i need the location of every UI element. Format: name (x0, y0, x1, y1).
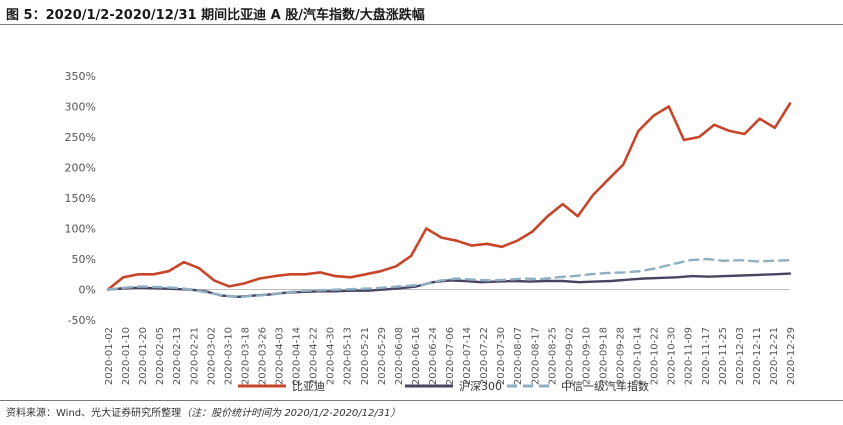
x-tick-label: 2020-10-14 (633, 327, 644, 385)
y-tick-label: 0% (79, 284, 96, 297)
legend-label-2: 沪深300 (459, 379, 502, 393)
x-tick-label: 2020-09-28 (616, 327, 627, 385)
y-tick-label: 200% (65, 162, 96, 175)
x-tick-label: 2020-04-14 (292, 327, 303, 385)
series-layer (106, 102, 792, 298)
x-tick-label: 2020-09-18 (598, 327, 609, 385)
x-tick-label: 2020-04-22 (309, 327, 320, 385)
x-tick-label: 2020-01-02 (104, 327, 115, 385)
x-tick-label: 2020-12-29 (786, 327, 797, 385)
x-tick-label: 2020-07-06 (445, 327, 456, 385)
x-tick-label: 2020-07-14 (462, 327, 473, 385)
footer-divider (0, 400, 843, 401)
x-tick-label: 2020-11-17 (701, 327, 712, 385)
y-tick-label: 50% (72, 253, 96, 266)
x-tick-label: 2020-06-08 (394, 327, 405, 385)
legend-label-3: 中信一级汽车指数 (561, 379, 649, 393)
x-tick-label: 2020-10-22 (650, 327, 661, 385)
x-tick-label: 2020-06-24 (428, 327, 439, 385)
source-text: 资料来源：Wind、光大证券研究所整理 (6, 408, 182, 419)
x-tick-label: 2020-02-05 (155, 327, 166, 385)
x-tick-label: 2020-02-13 (172, 327, 183, 385)
x-tick-label: 2020-03-26 (257, 327, 268, 385)
x-tick-label: 2020-06-16 (411, 327, 422, 385)
y-axis: -50% 0% 50% 100% 150% 200% 250% 300% 350% (65, 70, 96, 327)
x-tick-label: 2020-01-10 (121, 327, 132, 385)
x-tick-label: 2020-03-02 (206, 327, 217, 385)
x-tick-label: 2020-11-09 (684, 327, 695, 385)
source-date-note: （注：股价统计时间为 2020/1/2-2020/12/31） (181, 408, 401, 419)
y-tick-label: 150% (65, 192, 96, 205)
x-tick-label: 2020-04-30 (326, 327, 337, 385)
y-tick-label: -50% (68, 314, 96, 327)
title-divider (0, 24, 843, 25)
x-tick-label: 2020-05-21 (360, 327, 371, 385)
y-tick-label: 350% (65, 70, 96, 83)
x-tick-label: 2020-09-10 (581, 327, 592, 385)
x-tick-label: 2020-08-07 (513, 327, 524, 385)
y-tick-label: 100% (65, 223, 96, 236)
x-tick-label: 2020-07-22 (479, 327, 490, 385)
x-tick-label: 2020-08-25 (547, 327, 558, 385)
source-note: 资料来源：Wind、光大证券研究所整理（注：股价统计时间为 2020/1/2-2… (6, 404, 400, 419)
x-tick-label: 2020-08-17 (530, 327, 541, 385)
x-tick-label: 2020-03-10 (223, 327, 234, 385)
x-tick-label: 2020-09-02 (564, 327, 575, 385)
x-tick-label: 2020-10-30 (667, 327, 678, 385)
x-tick-label: 2020-03-18 (240, 327, 251, 385)
series-line-1 (106, 102, 792, 291)
series-line-3 (106, 257, 792, 298)
figure-title: 图 5：2020/1/2-2020/12/31 期间比亚迪 A 股/汽车指数/大… (6, 8, 425, 23)
x-tick-label: 2020-02-21 (189, 327, 200, 385)
y-tick-label: 250% (65, 131, 96, 144)
x-tick-label: 2020-12-03 (735, 327, 746, 385)
x-axis: 2020-01-02 2020-01-10 2020-01-20 2020-02-05… (104, 327, 797, 385)
legend-label-1: 比亚迪 (292, 380, 325, 393)
x-tick-label: 2020-04-03 (275, 327, 286, 385)
line-chart: -50% 0% 50% 100% 150% 200% 250% 300% 350% 2020-0… (65, 70, 797, 393)
x-tick-label: 2020-07-30 (496, 327, 507, 385)
legend: 比亚迪 沪深300 中信一级汽车指数 (238, 379, 649, 393)
x-tick-label: 2020-05-29 (377, 327, 388, 385)
x-tick-label: 2020-12-21 (769, 327, 780, 385)
y-tick-label: 300% (65, 101, 96, 114)
x-tick-label: 2020-01-20 (138, 327, 149, 385)
x-tick-label: 2020-12-11 (752, 327, 763, 385)
x-tick-label: 2020-11-25 (718, 327, 729, 385)
x-tick-label: 2020-05-13 (343, 327, 354, 385)
